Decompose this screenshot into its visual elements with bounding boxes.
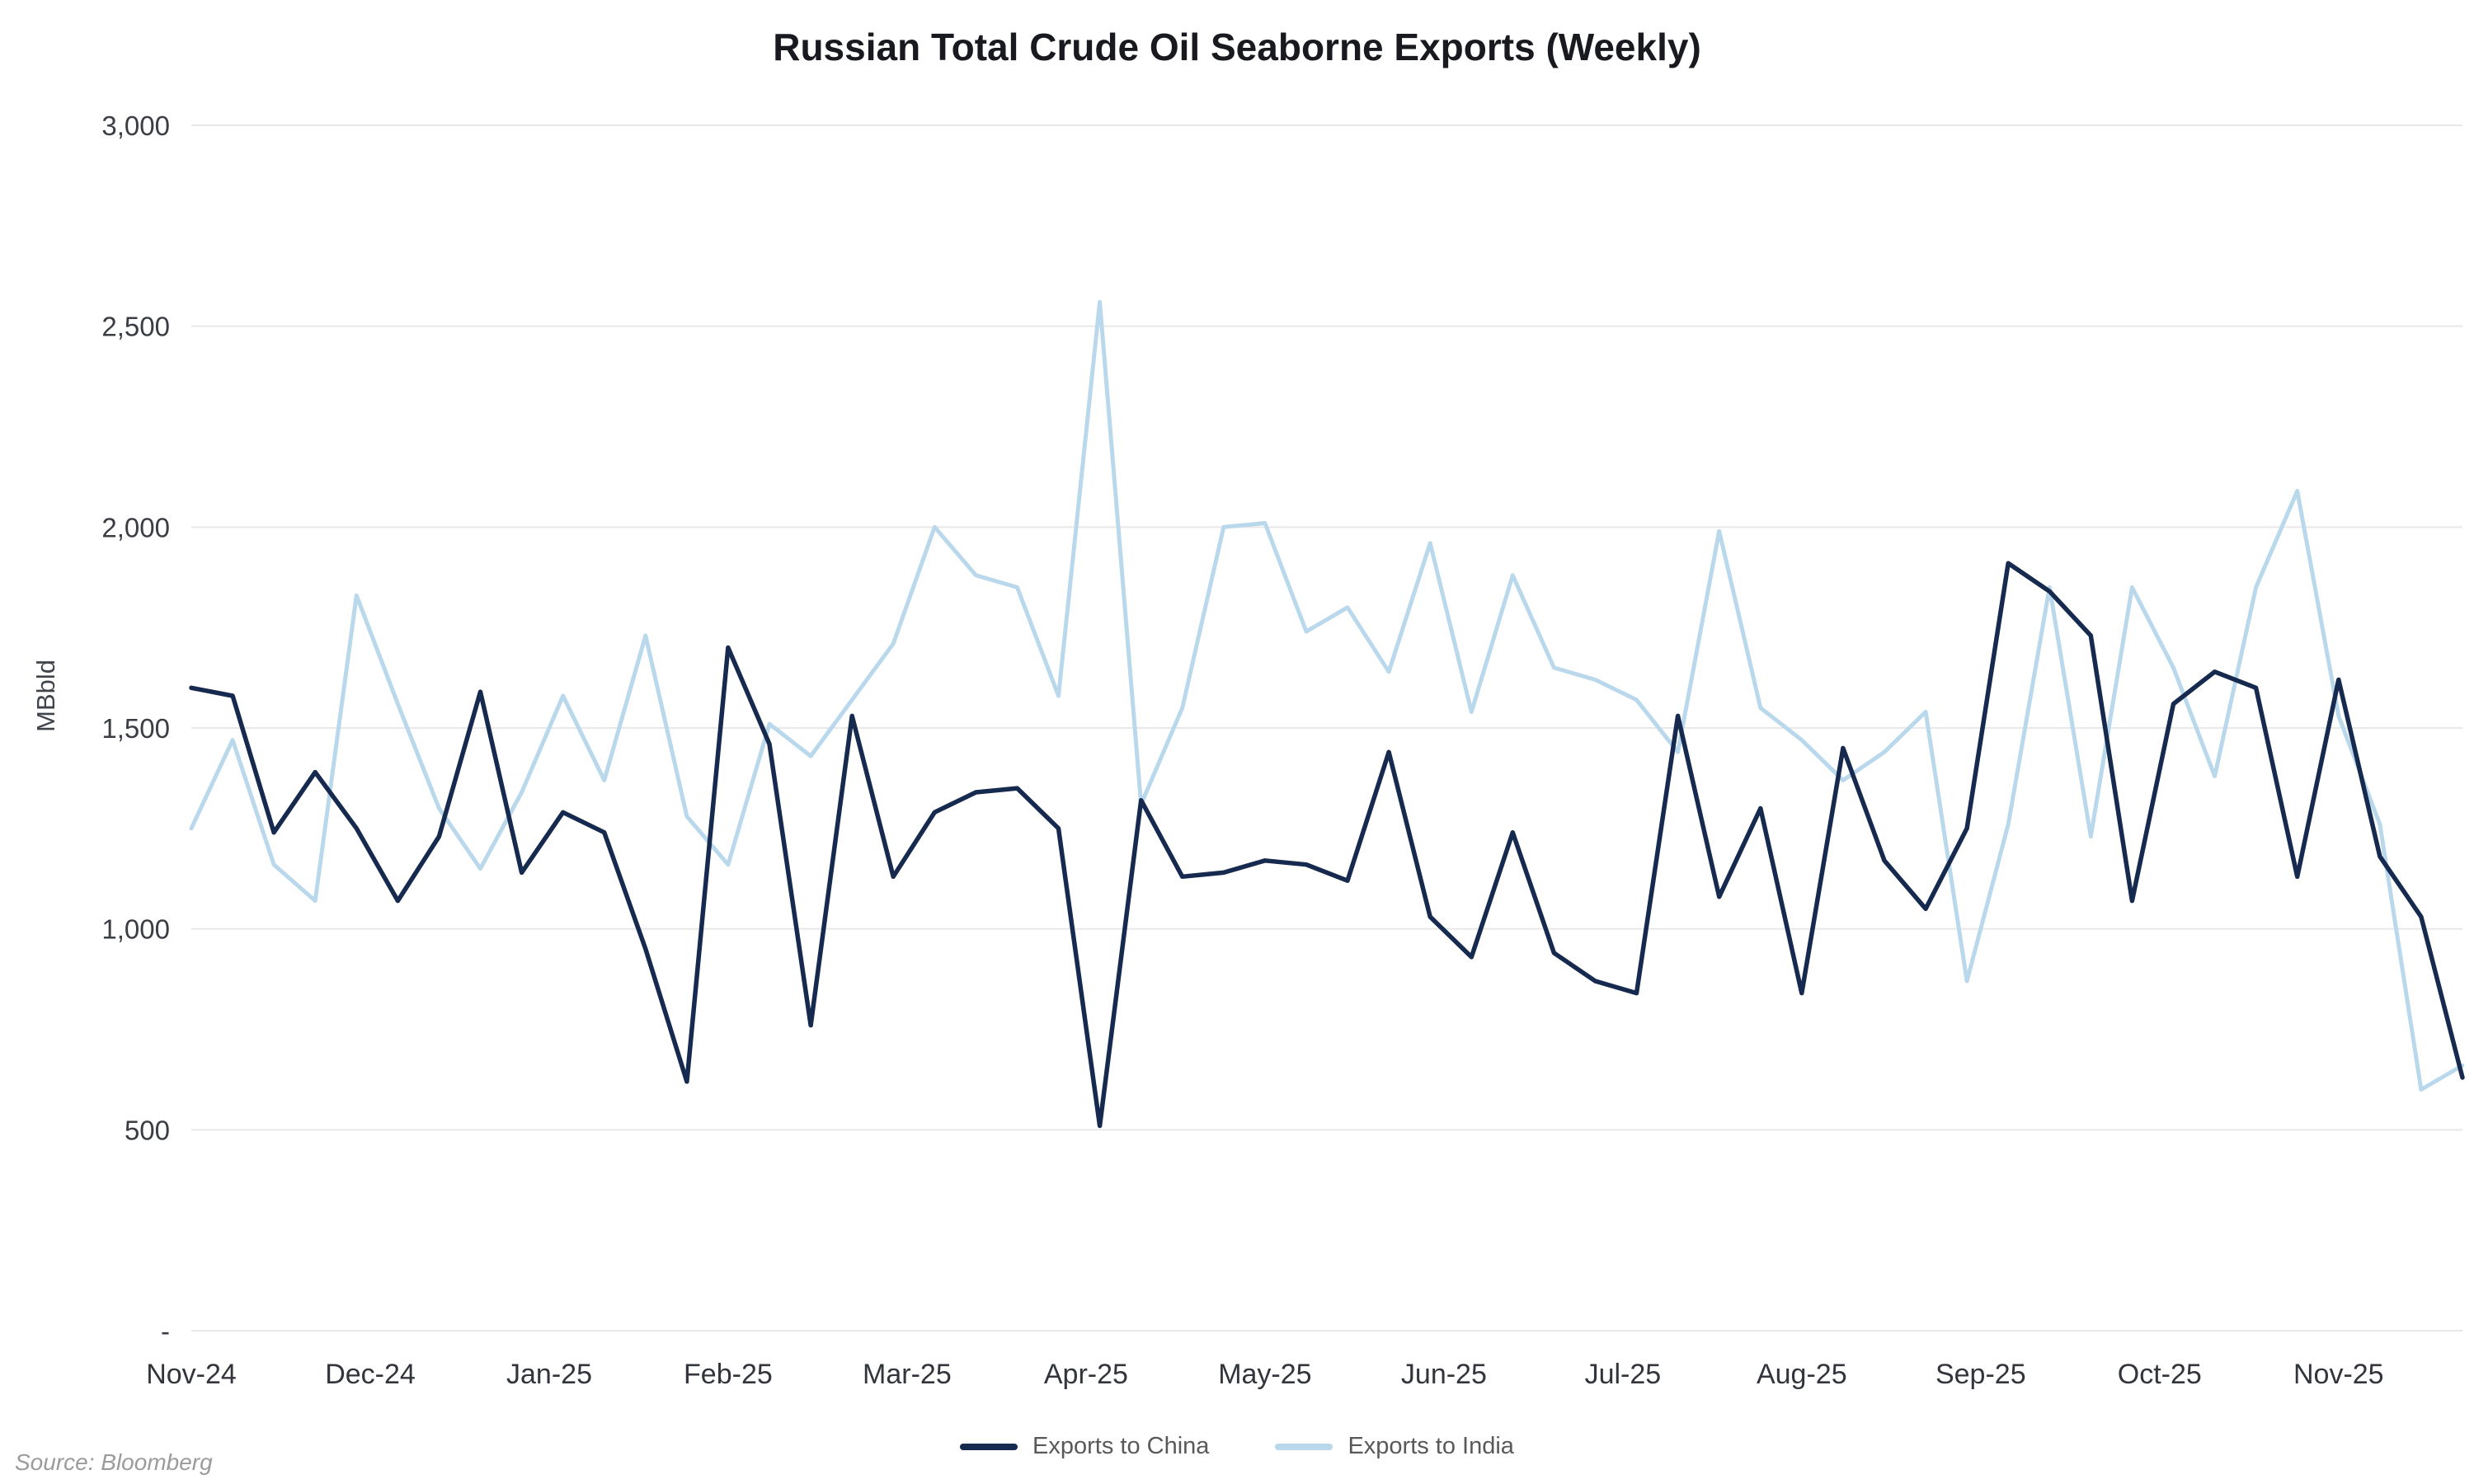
x-tick-label: Jan-25 — [506, 1359, 592, 1390]
legend-item-china: Exports to China — [960, 1433, 1209, 1460]
x-tick-label: Mar-25 — [863, 1359, 952, 1390]
x-tick-label: Apr-25 — [1044, 1359, 1128, 1390]
series-line-china — [189, 561, 2465, 1129]
series-line-india — [189, 299, 2465, 1092]
legend-swatch-india — [1275, 1443, 1333, 1450]
legend-swatch-china — [960, 1443, 1018, 1450]
y-tick-label: 3,000 — [101, 110, 170, 141]
x-tick-label: Aug-25 — [1757, 1359, 1847, 1390]
legend-label-india: Exports to India — [1348, 1433, 1514, 1459]
x-tick-label: Sep-25 — [1935, 1359, 2026, 1390]
x-tick-label: Feb-25 — [684, 1359, 773, 1390]
legend-item-india: Exports to India — [1275, 1433, 1514, 1460]
x-tick-label: Jun-25 — [1401, 1359, 1487, 1390]
source-note: Source: Bloomberg — [15, 1449, 213, 1475]
x-tick-label: Nov-24 — [146, 1359, 237, 1390]
y-tick-label: 500 — [125, 1115, 170, 1145]
x-tick-label: Dec-24 — [325, 1359, 416, 1390]
y-tick-label: 2,000 — [101, 512, 170, 542]
y-tick-label: 1,000 — [101, 914, 170, 945]
x-tick-label: Jul-25 — [1585, 1359, 1662, 1390]
x-tick-label: Oct-25 — [2118, 1359, 2202, 1390]
y-tick-label: - — [161, 1316, 170, 1346]
chart-title: Russian Total Crude Oil Seaborne Exports… — [773, 26, 1701, 68]
y-tick-label: 1,500 — [101, 713, 170, 744]
legend-label-china: Exports to China — [1032, 1433, 1210, 1459]
y-tick-label: 2,500 — [101, 312, 170, 342]
chart-legend: Exports to China Exports to India — [0, 1433, 2474, 1460]
x-tick-label: May-25 — [1218, 1359, 1311, 1390]
x-tick-label: Nov-25 — [2293, 1359, 2384, 1390]
